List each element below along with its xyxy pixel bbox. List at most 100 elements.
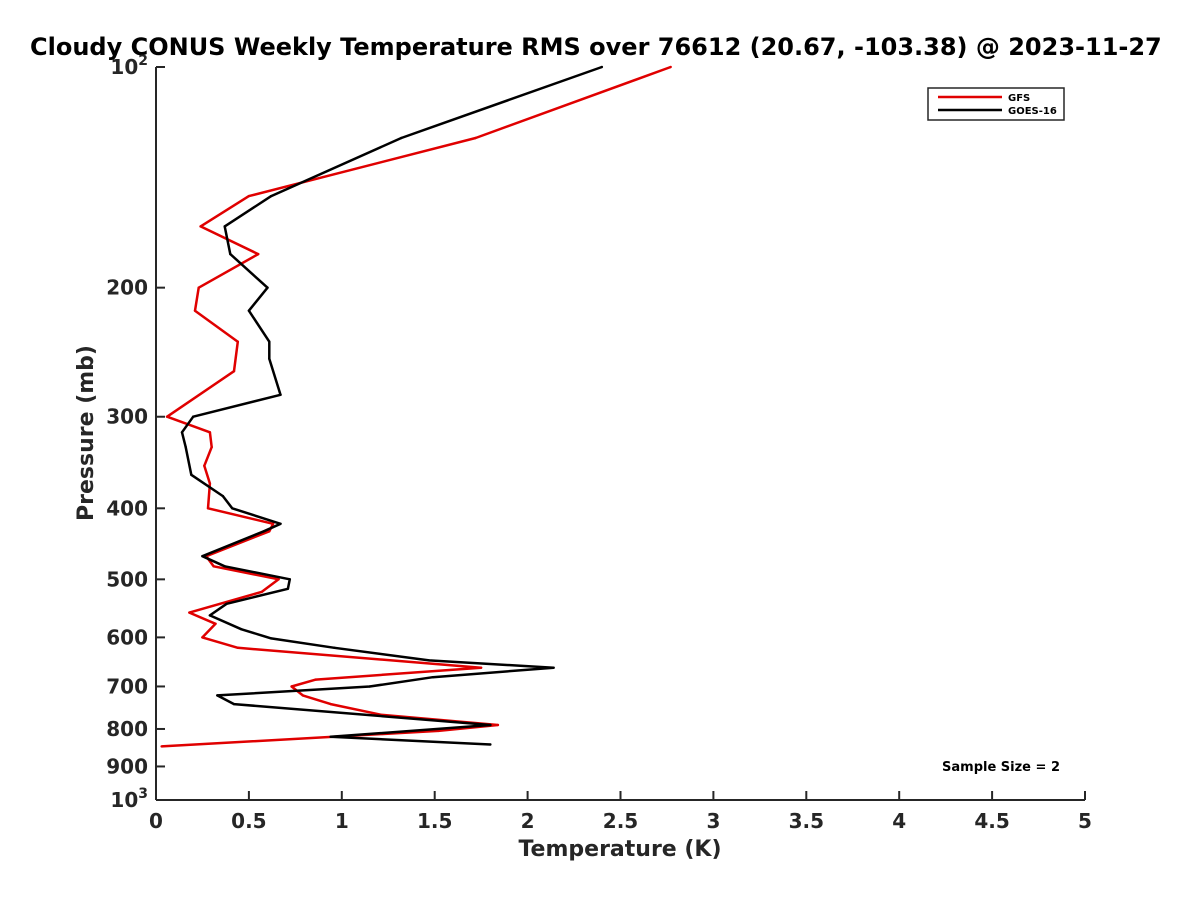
x-tick-label: 3.5 bbox=[789, 809, 824, 833]
data-point-goes16 bbox=[190, 473, 193, 476]
data-point-goes16 bbox=[223, 225, 226, 228]
y-tick-base: 10 bbox=[110, 55, 138, 79]
data-point-gfs bbox=[277, 578, 280, 581]
y-tick-exponent: 2 bbox=[138, 53, 148, 69]
data-point-goes16 bbox=[270, 637, 273, 640]
y-tick-base: 500 bbox=[106, 567, 148, 591]
data-point-goes16 bbox=[262, 530, 265, 533]
y-tick-label: 103 bbox=[110, 786, 148, 812]
data-point-goes16 bbox=[279, 393, 282, 396]
y-tick-base: 300 bbox=[106, 405, 148, 429]
y-tick-base: 700 bbox=[106, 674, 148, 698]
data-point-goes16 bbox=[247, 309, 251, 312]
data-point-gfs bbox=[199, 225, 202, 228]
data-point-goes16 bbox=[232, 702, 236, 706]
y-tick-base: 900 bbox=[106, 754, 148, 778]
data-point-gfs bbox=[197, 286, 200, 289]
data-point-gfs bbox=[214, 622, 217, 625]
y-tick-label: 102 bbox=[110, 53, 148, 79]
data-point-gfs bbox=[232, 370, 236, 373]
data-point-gfs bbox=[193, 309, 197, 312]
data-point-gfs bbox=[208, 482, 212, 485]
series-group bbox=[160, 65, 672, 748]
data-point-gfs bbox=[165, 415, 169, 418]
data-point-goes16 bbox=[431, 676, 434, 679]
data-point-gfs bbox=[271, 522, 275, 525]
series-line-goes16 bbox=[180, 65, 603, 746]
y-axis-label: Pressure (mb) bbox=[74, 345, 99, 521]
data-point-gfs bbox=[669, 65, 672, 69]
x-tick-label: 0.5 bbox=[231, 809, 266, 833]
data-point-goes16 bbox=[231, 507, 234, 510]
data-point-gfs bbox=[479, 666, 483, 669]
data-point-goes16 bbox=[266, 286, 269, 289]
legend-box bbox=[927, 87, 1065, 121]
legend-label-goes16: GOES-16 bbox=[1008, 106, 1057, 117]
data-point-gfs bbox=[257, 252, 260, 256]
y-tick-label: 300 bbox=[106, 405, 148, 429]
data-point-gfs bbox=[474, 136, 477, 140]
x-tick-label: 5 bbox=[1078, 809, 1092, 833]
data-point-goes16 bbox=[270, 194, 273, 198]
data-point-gfs bbox=[188, 611, 191, 614]
data-point-goes16 bbox=[180, 431, 184, 434]
x-tick-label: 3 bbox=[706, 809, 720, 833]
data-point-goes16 bbox=[192, 415, 195, 418]
data-point-gfs bbox=[437, 729, 440, 733]
data-point-gfs bbox=[247, 194, 251, 198]
x-tick-label: 1.5 bbox=[417, 809, 452, 833]
y-tick-label: 700 bbox=[106, 674, 148, 698]
legend-label-gfs: GFS bbox=[1008, 93, 1030, 104]
data-point-goes16 bbox=[268, 357, 271, 360]
data-point-gfs bbox=[208, 431, 212, 434]
data-point-goes16 bbox=[240, 628, 243, 631]
data-point-gfs bbox=[160, 745, 163, 748]
x-tick-label: 0 bbox=[149, 809, 163, 833]
data-point-goes16 bbox=[279, 522, 282, 525]
data-point-gfs bbox=[301, 694, 304, 697]
data-point-goes16 bbox=[216, 694, 219, 697]
y-tick-exponent: 3 bbox=[138, 786, 148, 802]
y-tick-label: 800 bbox=[106, 717, 148, 741]
data-point-gfs bbox=[206, 507, 210, 510]
data-point-goes16 bbox=[489, 723, 492, 727]
data-point-goes16 bbox=[223, 565, 226, 568]
data-point-gfs bbox=[212, 565, 215, 568]
x-axis-label: Temperature (K) bbox=[518, 837, 721, 862]
data-point-gfs bbox=[290, 685, 293, 688]
data-point-goes16 bbox=[489, 743, 492, 746]
data-point-gfs bbox=[314, 678, 317, 681]
data-point-gfs bbox=[496, 723, 500, 727]
data-point-goes16 bbox=[427, 659, 431, 662]
data-point-gfs bbox=[260, 590, 264, 593]
data-point-goes16 bbox=[208, 614, 212, 617]
y-tick-base: 10 bbox=[110, 788, 138, 812]
y-tick-label: 600 bbox=[106, 625, 148, 649]
y-tick-base: 200 bbox=[106, 276, 148, 300]
data-point-gfs bbox=[236, 646, 239, 649]
ticks: 0 0.5 1 1.5 2 2.5 3 3.5 4 4.5 51022003004005006007… bbox=[106, 53, 1092, 833]
x-tick-label: 4 bbox=[892, 809, 906, 833]
data-point-goes16 bbox=[400, 136, 403, 140]
y-tick-label: 900 bbox=[106, 754, 148, 778]
data-point-goes16 bbox=[286, 587, 290, 590]
sample-size-annotation: Sample Size = 2 bbox=[942, 760, 1060, 775]
data-point-gfs bbox=[201, 636, 204, 639]
y-tick-base: 400 bbox=[106, 496, 148, 520]
data-point-goes16 bbox=[201, 555, 204, 558]
y-tick-label: 400 bbox=[106, 496, 148, 520]
x-tick-label: 2.5 bbox=[603, 809, 638, 833]
x-tick-label: 1 bbox=[335, 809, 349, 833]
data-point-goes16 bbox=[333, 646, 336, 649]
data-point-goes16 bbox=[221, 494, 225, 498]
data-point-gfs bbox=[236, 340, 239, 343]
y-tick-base: 600 bbox=[106, 625, 148, 649]
x-tick-label: 4.5 bbox=[974, 809, 1009, 833]
data-point-gfs bbox=[210, 445, 213, 449]
chart-title: Cloudy CONUS Weekly Temperature RMS over… bbox=[30, 33, 1162, 61]
y-tick-base: 800 bbox=[106, 717, 148, 741]
legend: GFS GOES-16 bbox=[927, 87, 1065, 121]
x-tick-label: 2 bbox=[521, 809, 535, 833]
y-tick-label: 200 bbox=[106, 276, 148, 300]
